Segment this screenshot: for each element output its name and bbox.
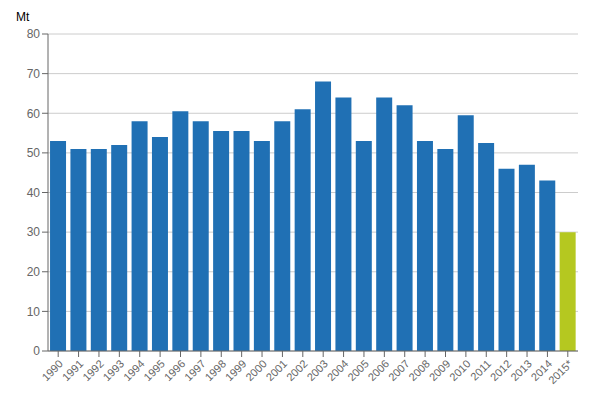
- svg-text:1990: 1990: [39, 357, 65, 383]
- svg-text:2002: 2002: [284, 357, 310, 383]
- svg-text:1998: 1998: [202, 357, 228, 383]
- svg-text:1995: 1995: [141, 357, 167, 383]
- svg-text:2010: 2010: [447, 357, 473, 383]
- svg-text:2003: 2003: [304, 357, 330, 383]
- svg-text:1991: 1991: [60, 357, 86, 383]
- svg-text:2009: 2009: [427, 357, 453, 383]
- svg-text:20: 20: [27, 265, 41, 279]
- svg-text:1992: 1992: [80, 357, 106, 383]
- svg-text:50: 50: [27, 146, 41, 160]
- svg-text:2007: 2007: [386, 357, 412, 383]
- svg-text:1999: 1999: [223, 357, 249, 383]
- svg-text:2006: 2006: [365, 357, 391, 383]
- svg-text:2000: 2000: [243, 357, 269, 383]
- svg-text:1997: 1997: [182, 357, 208, 383]
- svg-text:0: 0: [33, 344, 40, 358]
- svg-text:2001: 2001: [264, 357, 290, 383]
- svg-text:40: 40: [27, 186, 41, 200]
- svg-text:80: 80: [27, 27, 41, 41]
- svg-text:10: 10: [27, 305, 41, 319]
- svg-text:2008: 2008: [406, 357, 432, 383]
- svg-text:60: 60: [27, 107, 41, 121]
- svg-text:2005: 2005: [345, 357, 371, 383]
- svg-text:2015*: 2015*: [546, 357, 575, 386]
- svg-text:1994: 1994: [121, 357, 147, 383]
- html-text:Mt: Mt: [16, 10, 30, 24]
- svg-text:2014: 2014: [528, 357, 555, 384]
- svg-text:2012: 2012: [488, 357, 514, 383]
- svg-text:70: 70: [27, 67, 41, 81]
- svg-text:2004: 2004: [325, 357, 351, 383]
- svg-text:1996: 1996: [162, 357, 188, 383]
- svg-text:1993: 1993: [100, 357, 126, 383]
- svg-text:2011: 2011: [468, 357, 493, 382]
- svg-text:30: 30: [27, 225, 41, 239]
- svg-text:2013: 2013: [508, 357, 534, 383]
